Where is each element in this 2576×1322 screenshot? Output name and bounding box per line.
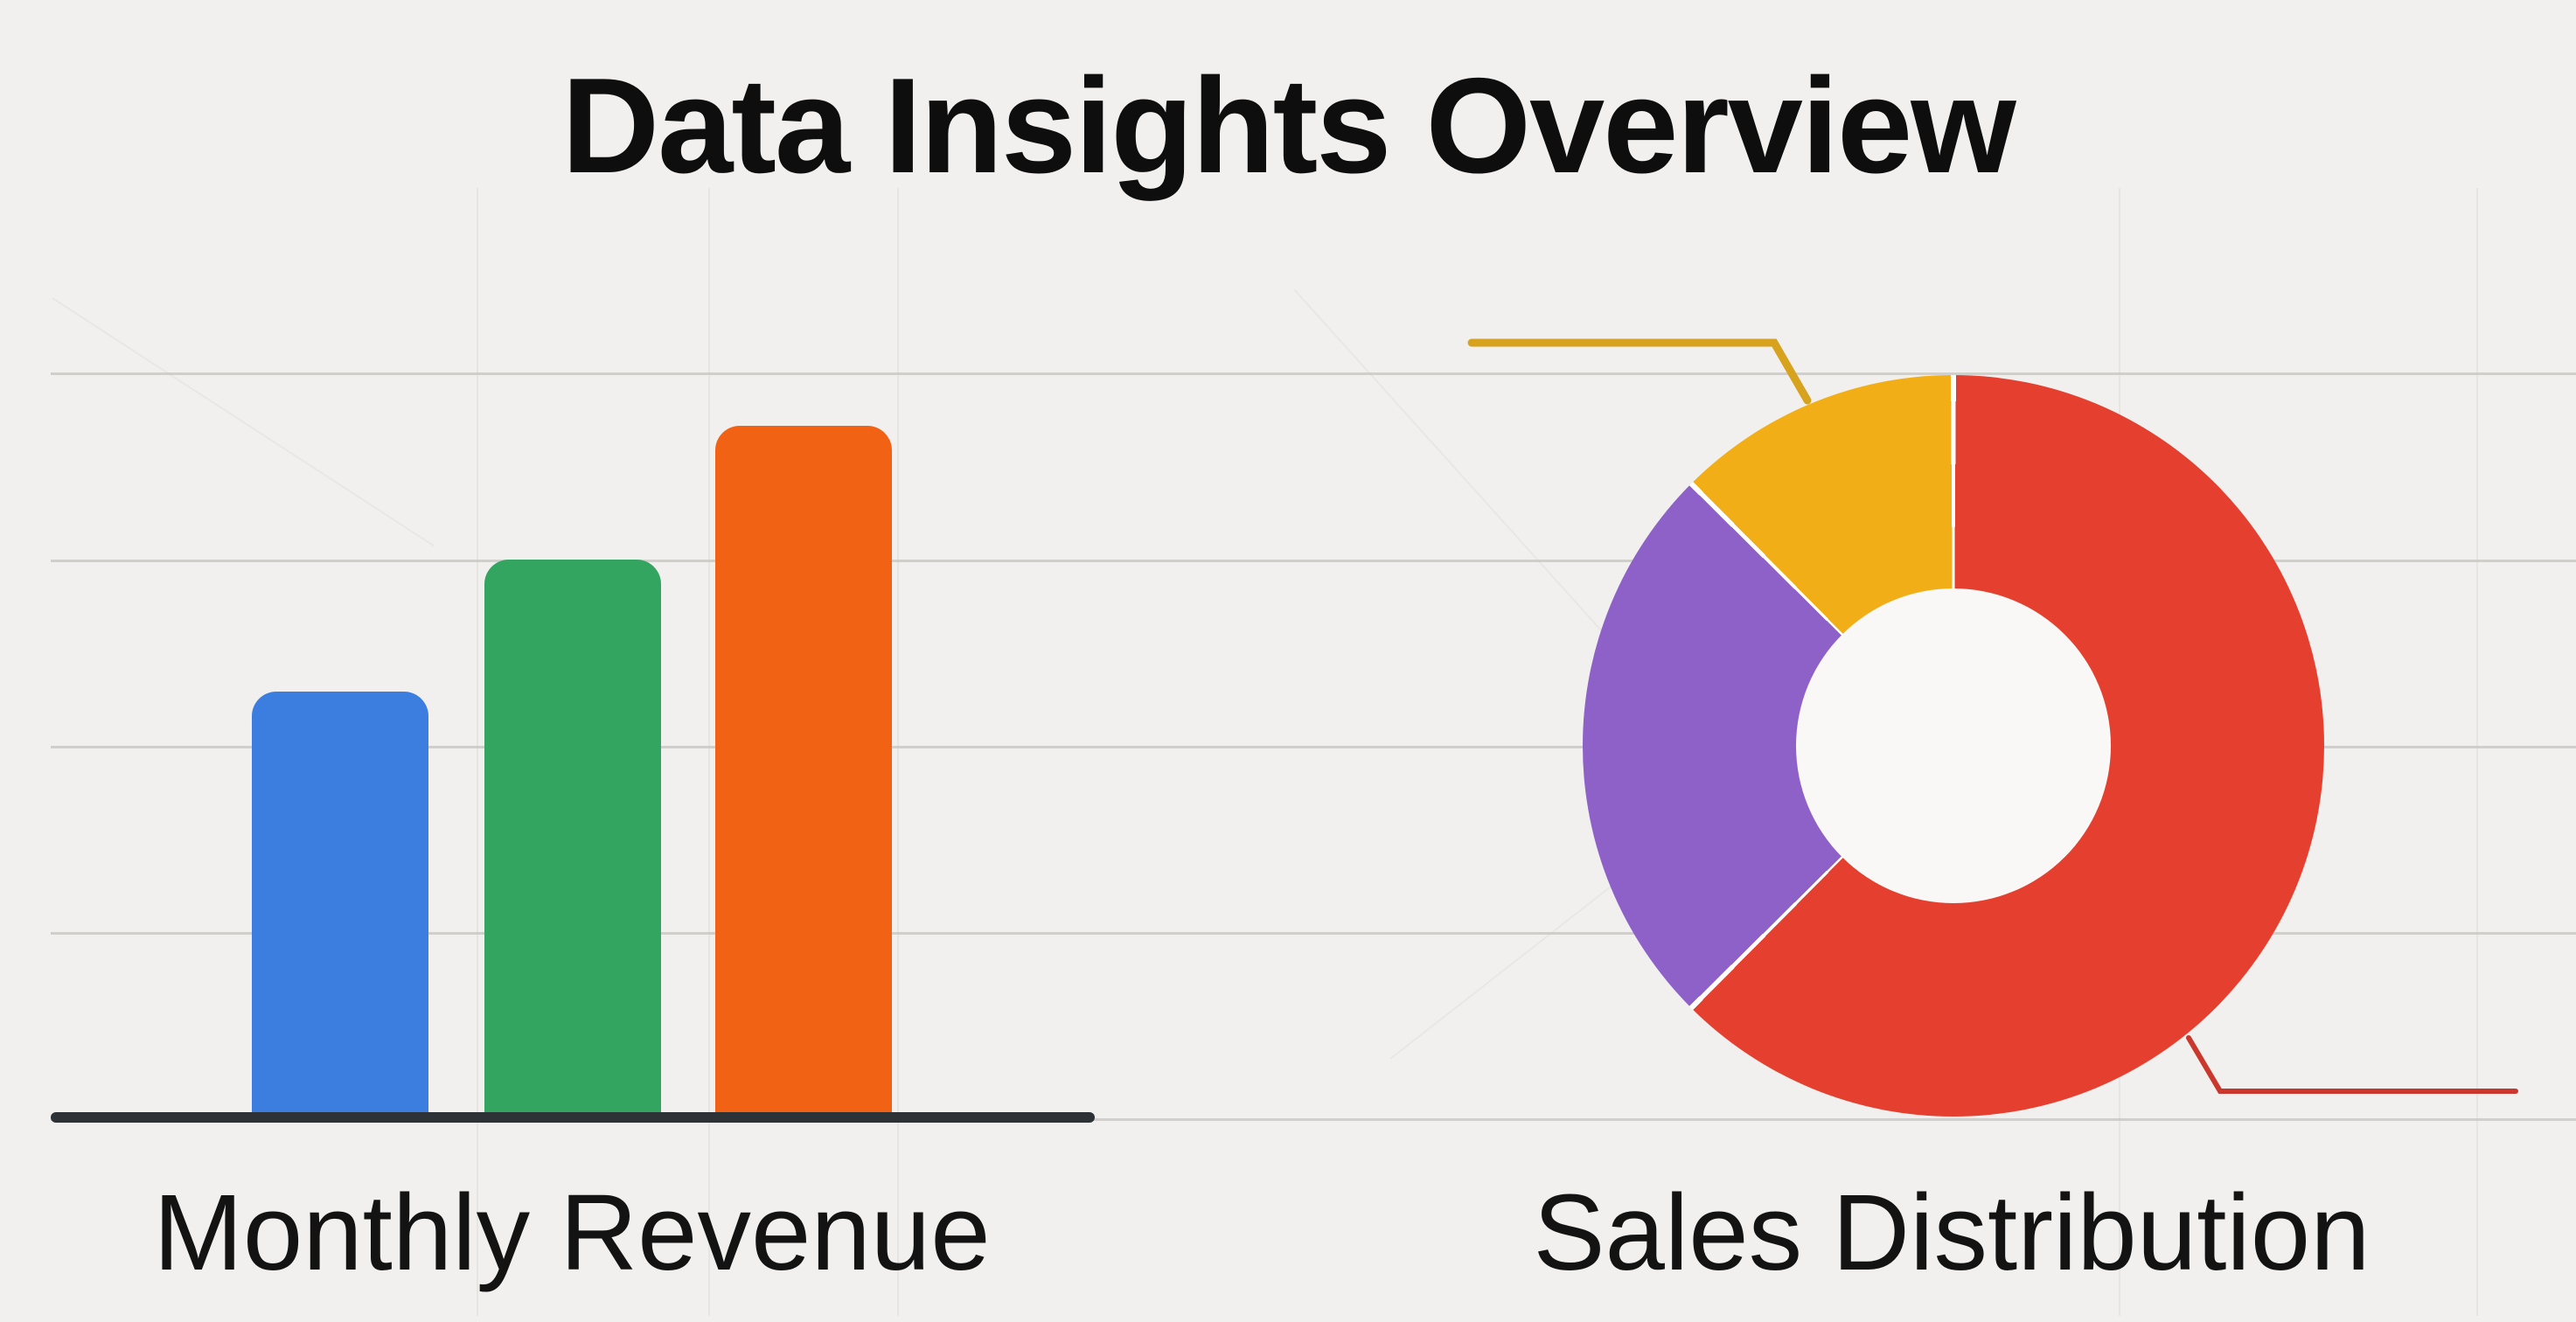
faint-vertical-gridline <box>708 188 710 1316</box>
bar-chart-title: Monthly Revenue <box>153 1173 991 1293</box>
page-title: Data Insights Overview <box>561 50 2016 201</box>
gridline-horizontal <box>51 746 2576 748</box>
gridline-horizontal <box>51 372 2576 375</box>
faint-vertical-gridline <box>2476 188 2478 1316</box>
bar-green <box>484 560 661 1119</box>
red-slice-callout-line <box>2186 1035 2518 1094</box>
gridline-horizontal <box>51 932 2576 935</box>
bar-blue <box>252 692 428 1119</box>
yellow-slice-callout-line <box>1467 338 1812 405</box>
donut-chart-title: Sales Distribution <box>1533 1173 2371 1293</box>
bar-orange <box>715 426 892 1119</box>
donut-chart <box>1583 375 2324 1117</box>
faint-vertical-gridline <box>477 188 478 1316</box>
gridline-horizontal <box>51 560 2576 562</box>
x-axis-line <box>51 1112 1095 1123</box>
faint-vertical-gridline <box>897 188 899 1316</box>
donut-hole <box>1796 588 2111 903</box>
gridline-horizontal <box>51 1118 2576 1121</box>
